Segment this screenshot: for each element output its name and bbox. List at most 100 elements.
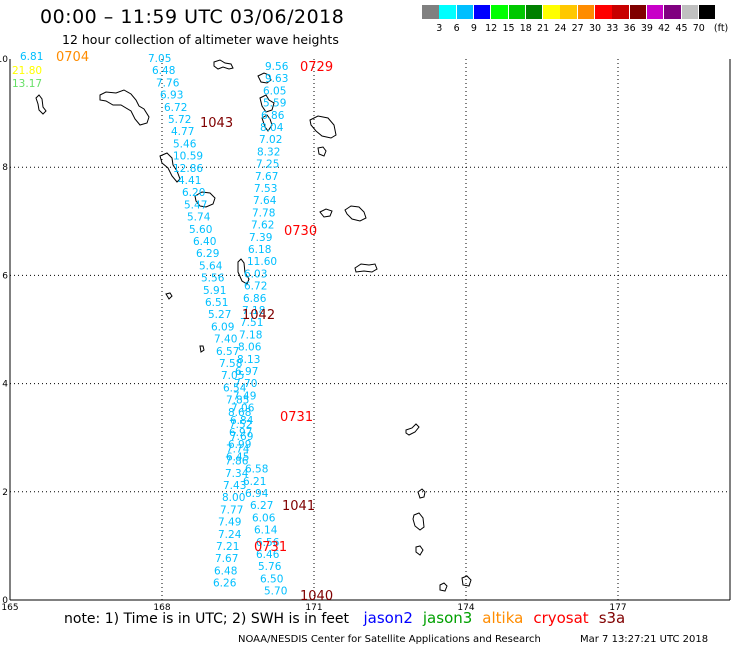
wave-height-value: 6.05 — [263, 85, 286, 97]
island-outline — [261, 114, 273, 132]
wave-height-value: 5.46 — [173, 138, 197, 150]
wave-height-value: 6.97 — [229, 427, 252, 439]
wave-height-value: 7.24 — [218, 529, 242, 541]
wave-height-value: 7.18 — [239, 329, 262, 341]
wave-height-value: 6.72 — [164, 102, 187, 114]
wave-height-value: 5.72 — [168, 114, 191, 126]
colorbar-swatch — [525, 5, 543, 19]
island-outline — [461, 575, 472, 587]
pass-time-label: 1043 — [200, 116, 233, 131]
wave-height-value: 6.72 — [244, 281, 267, 293]
wave-height-value: 5.59 — [263, 98, 286, 110]
wave-height-value: 7.21 — [216, 541, 239, 553]
colorbar-swatch — [664, 5, 681, 19]
island-outline — [35, 94, 47, 115]
island-outline — [257, 72, 272, 84]
colorbar-swatch — [439, 5, 456, 19]
wave-height-value: 5.27 — [208, 309, 231, 321]
wave-height-value: 6.50 — [260, 573, 283, 585]
colorbar-swatch — [681, 5, 699, 19]
satellite-legend-item: cryosat — [533, 609, 589, 627]
wave-height-value: 4.41 — [178, 175, 201, 187]
pass-time-label: 0731 — [254, 540, 287, 555]
wave-height-value: 8.13 — [237, 354, 260, 366]
wave-height-value: 6.18 — [248, 244, 271, 256]
island-outlines — [35, 59, 472, 592]
wave-height-value: 7.52 — [229, 419, 252, 431]
colorbar-label: 36 — [623, 23, 636, 34]
colorbar-swatch — [595, 5, 612, 19]
colorbar-swatch — [560, 5, 577, 19]
colorbar-swatch — [491, 5, 508, 19]
timestamp: Mar 7 13:27:21 UTC 2018 — [580, 634, 709, 645]
wave-height-value: 6.94 — [245, 488, 269, 500]
x-tick-label: 174 — [457, 603, 474, 613]
wave-height-value: 6.27 — [250, 500, 273, 512]
wave-height-value: 7.40 — [214, 334, 237, 346]
credit-line: NOAA/NESDIS Center for Satellite Applica… — [238, 634, 541, 645]
pass-time-label: 1040 — [300, 589, 333, 604]
corner-value: 6.81 — [20, 51, 43, 63]
colorbar-label: 6 — [453, 23, 460, 34]
colorbar-label: 12 — [485, 23, 498, 34]
track-left-values: 7.056.487.766.936.725.724.775.4610.5912.… — [148, 53, 253, 590]
satellite-legend-item: altika — [482, 609, 524, 627]
wave-height-value: 5.70 — [264, 586, 287, 598]
corner-value: 21.80 — [12, 65, 42, 77]
wave-height-value: 7.86 — [225, 456, 249, 468]
island-outline — [319, 208, 333, 218]
wave-height-value: 6.14 — [254, 525, 278, 537]
colorbar-label: 21 — [537, 23, 550, 34]
wave-height-value: 7.78 — [252, 207, 275, 219]
pass-time-label: 0729 — [300, 60, 333, 75]
y-tick-label: 0 — [2, 596, 8, 606]
wave-height-value: 9.56 — [265, 61, 289, 73]
wave-height-value: 6.58 — [245, 464, 268, 476]
wave-height-value: 6.20 — [182, 187, 205, 199]
pass-time-label: 1042 — [242, 308, 275, 323]
colorbar-swatch — [543, 5, 560, 19]
wave-height-value: 7.67 — [255, 171, 278, 183]
wave-height-value: 6.48 — [152, 65, 175, 77]
colorbar-label: 3 — [436, 23, 443, 34]
wave-height-value: 5.56 — [201, 273, 225, 285]
island-outline — [99, 89, 150, 126]
wave-height-value: 7.02 — [259, 134, 282, 146]
colorbar-swatch — [508, 5, 526, 19]
wave-height-value: 6.54 — [223, 382, 247, 394]
wave-height-value: 6.09 — [211, 321, 234, 333]
wave-height-value: 6.03 — [244, 268, 267, 280]
colorbar-label: 9 — [470, 23, 477, 34]
y-tick-label: 6 — [2, 271, 8, 281]
wave-height-value: 5.64 — [199, 260, 223, 272]
colorbar-label: 30 — [588, 23, 602, 34]
pass-time-label: 0730 — [284, 224, 317, 239]
wave-height-value: 7.18 — [242, 305, 265, 317]
wave-height-value: 7.64 — [253, 195, 277, 207]
island-outline — [309, 115, 337, 139]
wave-height-value: 6.99 — [228, 439, 251, 451]
wave-height-value: 7.77 — [220, 504, 243, 516]
chart-subtitle: 12 hour collection of altimeter wave hei… — [62, 32, 339, 47]
pass-time-label: 1041 — [282, 499, 315, 514]
wave-height-value: 8.00 — [222, 492, 245, 504]
satellite-legend: jason2 jason3 altika cryosat s3a — [353, 609, 626, 627]
wave-height-value: 6.84 — [230, 415, 254, 427]
wave-height-value: 7.74 — [226, 443, 250, 455]
island-outline — [159, 152, 181, 183]
satellite-legend-item: jason2 — [363, 609, 413, 627]
wave-height-value: 7.76 — [156, 77, 180, 89]
x-tick-label: 165 — [1, 603, 18, 613]
wave-height-value: 6.97 — [235, 366, 258, 378]
wave-height-value: 6.57 — [216, 346, 239, 358]
colorbar-label: 24 — [554, 23, 567, 34]
wave-height-value: 5.47 — [184, 199, 207, 211]
wave-height-value: 4.77 — [171, 126, 194, 138]
satellite-legend-item: s3a — [598, 609, 626, 627]
island-outline — [415, 545, 424, 556]
pass-time-label: 0731 — [280, 410, 313, 425]
colorbar-label: 39 — [640, 23, 653, 34]
colorbar-label: 45 — [675, 23, 688, 34]
